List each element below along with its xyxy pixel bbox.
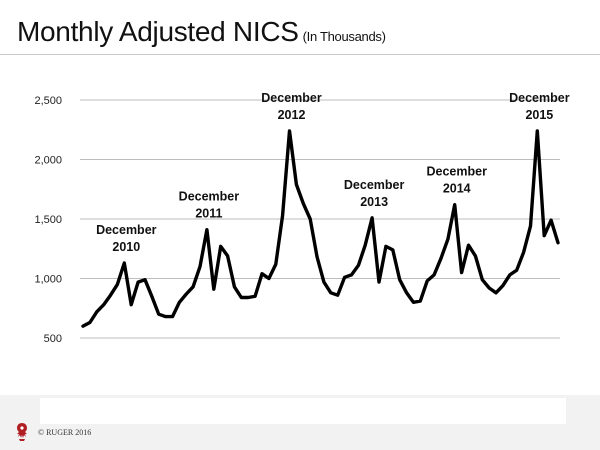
annotation-line: December bbox=[261, 91, 322, 105]
y-tick-label: 1,000 bbox=[34, 274, 62, 286]
ruger-eagle-logo-icon bbox=[14, 422, 30, 442]
peak-annotation: December 2010 bbox=[96, 223, 157, 254]
peak-annotation: December 2011 bbox=[179, 190, 240, 221]
annotation-line: 2014 bbox=[443, 182, 471, 196]
y-tick-label: 500 bbox=[44, 333, 62, 345]
annotation-line: 2015 bbox=[525, 108, 553, 122]
y-tick-label: 2,500 bbox=[34, 95, 62, 107]
caption-box bbox=[40, 398, 566, 424]
chart-area: 500 1,000 1,500 2,000 2,500 December 2010 Decem… bbox=[0, 55, 600, 395]
y-tick-label: 2,000 bbox=[34, 155, 62, 167]
title-bar: Monthly Adjusted NICS (In Thousands) bbox=[0, 0, 600, 55]
y-tick-label: 1,500 bbox=[34, 214, 62, 226]
annotation-line: December bbox=[96, 223, 157, 237]
title-text: Monthly Adjusted NICS bbox=[17, 16, 299, 47]
annotation-line: December bbox=[427, 165, 488, 179]
annotation-line: 2012 bbox=[278, 108, 306, 122]
peak-annotation: December 2012 bbox=[261, 91, 322, 122]
annotation-line: December bbox=[179, 190, 240, 204]
title-subtitle: (In Thousands) bbox=[303, 29, 386, 44]
slide-title: Monthly Adjusted NICS (In Thousands) bbox=[17, 16, 386, 48]
annotation-line: 2010 bbox=[112, 240, 140, 254]
peak-annotation: December 2015 bbox=[509, 91, 570, 122]
annotation-line: December bbox=[344, 178, 405, 192]
peak-annotation: December 2014 bbox=[427, 165, 488, 196]
footer-copyright: © RUGER 2016 bbox=[38, 428, 91, 437]
footer: © RUGER 2016 bbox=[14, 421, 91, 443]
slide: Monthly Adjusted NICS (In Thousands) 500 1… bbox=[0, 0, 600, 450]
peak-annotation: December 2013 bbox=[344, 178, 405, 209]
annotation-line: 2011 bbox=[195, 207, 222, 221]
annotation-line: 2013 bbox=[360, 195, 388, 209]
annotation-line: December bbox=[509, 91, 570, 105]
